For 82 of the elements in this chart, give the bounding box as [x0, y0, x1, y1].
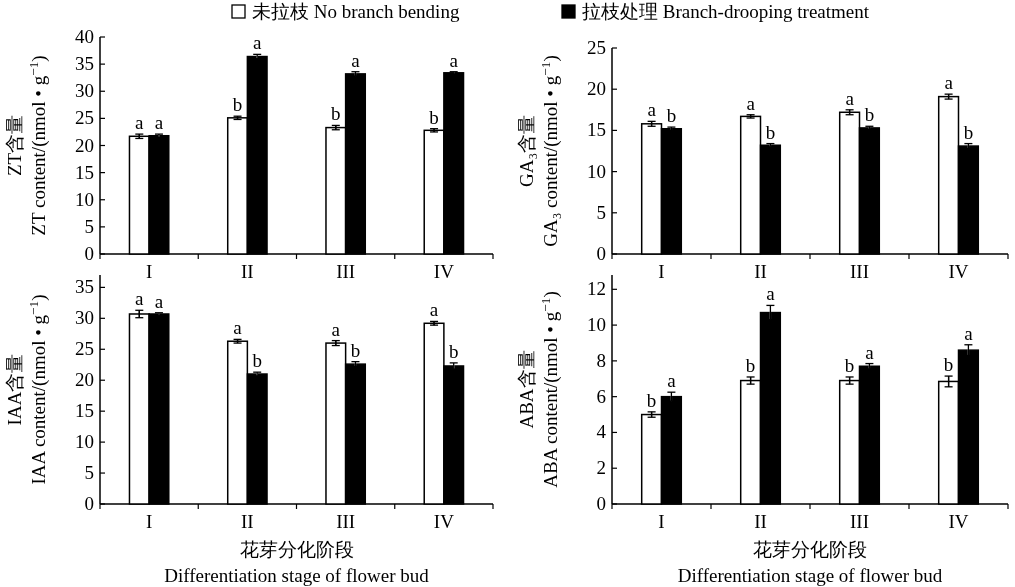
x-tick-label: I [145, 261, 153, 282]
x-tick-label: II [754, 511, 767, 532]
data-label: a [252, 32, 262, 54]
y-tick-label: 10 [587, 314, 606, 336]
data-label: a [667, 370, 677, 392]
data-label: a [964, 322, 974, 344]
data-label: b [765, 121, 776, 143]
x-tick-label: I [658, 261, 665, 282]
data-label: b [864, 104, 875, 126]
legend-label: 未拉枝 No branch bending [252, 1, 460, 22]
data-label: a [449, 49, 459, 71]
y-tick-label: 0 [84, 243, 94, 264]
y-tick-label: 10 [75, 188, 94, 210]
y-tick-label: 15 [75, 161, 94, 183]
data-label: a [233, 317, 243, 339]
y-tick-label: 2 [596, 457, 606, 479]
y-tick-label: 10 [587, 160, 606, 182]
y-tick-label: 35 [75, 53, 94, 75]
data-label: a [647, 99, 657, 121]
data-label: a [746, 92, 756, 114]
x-tick-label: I [658, 511, 665, 532]
x-tick-label: I [145, 511, 153, 532]
y-tick-label: 25 [75, 338, 94, 360]
data-label: a [766, 283, 776, 305]
x-tick-label: IV [433, 261, 455, 282]
data-label: b [844, 354, 855, 376]
data-label: a [944, 72, 954, 94]
y-tick-label: 20 [75, 369, 94, 391]
data-label: a [429, 299, 439, 321]
data-label: b [429, 106, 439, 128]
data-label: b [963, 121, 974, 143]
y-tick-label: 5 [596, 201, 606, 223]
data-label: b [331, 103, 341, 125]
data-label: a [135, 288, 145, 310]
legend-label: 拉枝处理 Branch-drooping treatment [582, 1, 870, 22]
y-tick-label: 20 [587, 78, 606, 100]
data-label: b [252, 350, 262, 372]
x-axis-title: 花芽分化阶段 Differentiation stage of flower bud [164, 539, 430, 586]
data-label: a [865, 341, 875, 363]
data-label: a [331, 318, 341, 340]
y-tick-label: 30 [75, 307, 94, 329]
x-tick-label: III [850, 261, 869, 282]
y-tick-label: 30 [75, 80, 94, 102]
data-label: b [350, 339, 361, 361]
data-label: b [448, 340, 459, 362]
y-tick-label: 12 [587, 278, 606, 300]
y-tick-label: 6 [596, 385, 606, 407]
y-tick-label: 0 [596, 493, 606, 514]
y-tick-label: 35 [75, 276, 94, 298]
data-label: a [351, 49, 361, 71]
y-tick-label: 25 [587, 37, 606, 58]
x-tick-label: IV [948, 261, 969, 282]
y-tick-label: 5 [84, 215, 94, 237]
x-tick-label: III [336, 511, 356, 532]
data-label: b [745, 354, 756, 376]
y-tick-label: 5 [84, 462, 94, 484]
y-tick-label: 4 [596, 421, 607, 443]
x-axis-title: 花芽分化阶段 Differentiation stage of flower bud [677, 539, 943, 586]
x-tick-label: II [241, 261, 254, 282]
data-label: b [232, 94, 243, 116]
y-tick-label: 15 [587, 119, 606, 141]
data-label: b [646, 389, 657, 411]
x-tick-label: IV [948, 511, 969, 532]
y-tick-label: 25 [75, 107, 94, 129]
y-tick-label: 0 [596, 243, 606, 264]
y-tick-label: 8 [596, 349, 606, 371]
y-tick-label: 20 [75, 134, 94, 156]
data-label: b [943, 354, 954, 376]
x-tick-label: III [336, 261, 356, 282]
data-label: a [154, 112, 164, 134]
x-tick-label: II [241, 511, 254, 532]
data-label: a [154, 290, 164, 312]
data-label: b [666, 105, 677, 127]
data-label: a [845, 87, 855, 109]
x-tick-label: II [754, 261, 767, 282]
y-tick-label: 0 [84, 493, 94, 514]
data-label: a [135, 112, 145, 134]
x-tick-label: III [850, 511, 869, 532]
y-tick-label: 10 [75, 431, 94, 453]
y-tick-label: 15 [75, 400, 94, 422]
x-tick-label: IV [433, 511, 455, 532]
y-tick-label: 40 [75, 26, 94, 47]
